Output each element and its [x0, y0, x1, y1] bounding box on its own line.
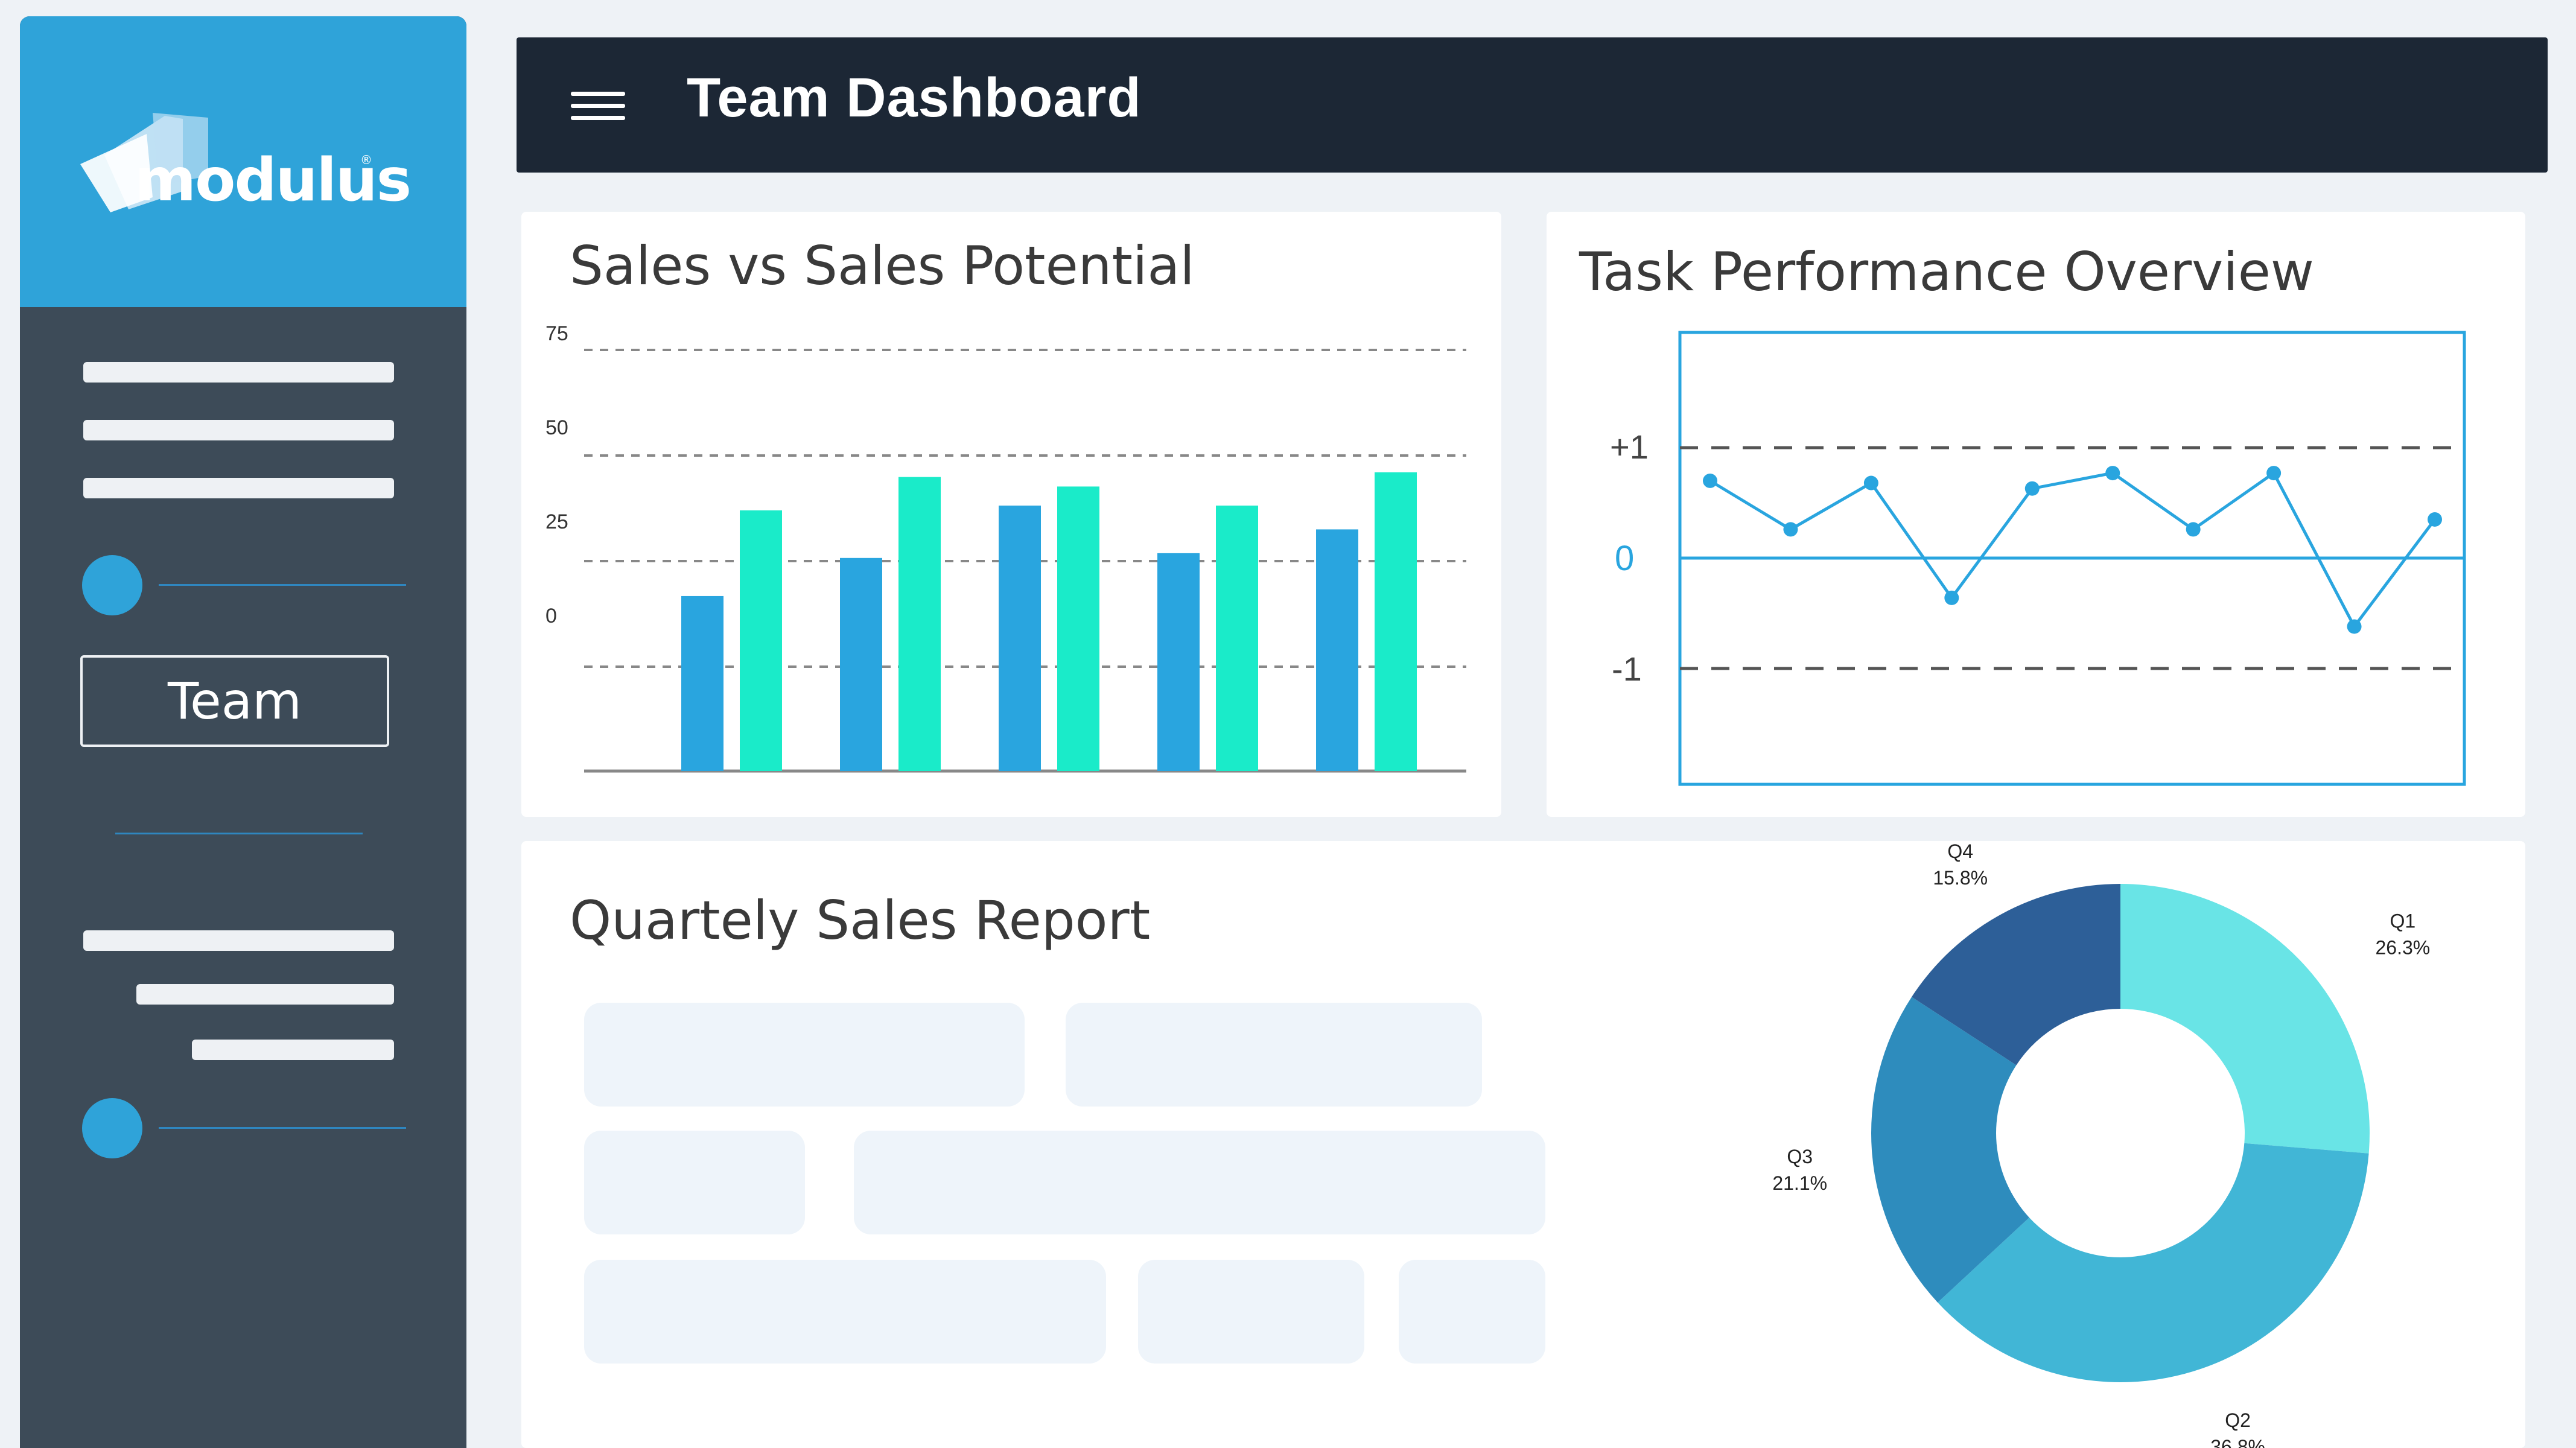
report-placeholder: [854, 1131, 1545, 1234]
donut-slice-q2: [1938, 1143, 2369, 1382]
data-point: [1863, 475, 1878, 491]
chart-title: Task Performance Overview: [1579, 241, 2314, 303]
data-point: [2347, 619, 2362, 634]
slice-label: Q2: [2225, 1409, 2251, 1431]
chart-title: Sales vs Sales Potential: [570, 235, 1195, 297]
series-line: [1709, 471, 2436, 630]
slice-value-label: 26.3%: [2375, 936, 2430, 958]
sidebar-dot[interactable]: [82, 555, 142, 615]
y-tick-label: 75: [545, 322, 568, 345]
logo-icon: [80, 113, 208, 212]
donut-slice-q4: [1912, 884, 2120, 1065]
y-tick-label: -1: [1612, 650, 1642, 688]
page-title: Team Dashboard: [687, 67, 1142, 129]
slice-value-label: 36.8%: [2210, 1436, 2265, 1448]
chart-title: Quartely Sales Report: [570, 889, 1151, 951]
y-tick-label: 50: [545, 416, 568, 439]
y-tick-label: 0: [1615, 539, 1634, 578]
report-placeholder: [1399, 1260, 1545, 1364]
data-point: [1783, 522, 1798, 537]
bar-potential: [740, 510, 782, 771]
sales-chart-card: Sales vs Sales Potential 75 50 25 0: [521, 212, 1501, 817]
bar-sales: [1157, 553, 1200, 771]
sidebar-divider: [159, 584, 406, 586]
hamburger-menu-icon[interactable]: [571, 92, 625, 121]
bar-sales: [999, 505, 1041, 771]
report-placeholder: [1066, 1003, 1482, 1107]
data-point: [2428, 512, 2442, 527]
sidebar-line[interactable]: [83, 420, 394, 440]
bar-chart: 75 50 25 0: [545, 322, 1466, 773]
donut-slice-q1: [2120, 884, 2370, 1154]
bar-potential: [898, 477, 941, 771]
data-point: [1703, 473, 1717, 488]
sidebar-dot[interactable]: [82, 1098, 142, 1158]
sidebar-line[interactable]: [83, 478, 394, 498]
logo-area: modulus ®: [20, 16, 466, 307]
donut-slice-q3: [1871, 997, 2029, 1303]
report-placeholder: [1138, 1260, 1364, 1364]
logo-wordmark: modulus: [135, 146, 412, 215]
data-point: [2024, 481, 2040, 496]
slice-label: Q1: [2390, 910, 2415, 932]
data-point: [2266, 466, 2282, 481]
bar-potential: [1057, 486, 1099, 771]
report-placeholder: [584, 1003, 1025, 1107]
bar-sales: [1316, 529, 1358, 771]
top-header: Team Dashboard: [517, 37, 2548, 173]
task-performance-card: Task Performance Overview +1 0 -1: [1547, 212, 2525, 817]
sidebar-line[interactable]: [136, 984, 394, 1005]
bar-potential: [1375, 472, 1417, 771]
sidebar: modulus ® Team: [20, 16, 466, 1448]
slice-value-label: 15.8%: [1933, 867, 1988, 889]
bar-potential: [1216, 505, 1258, 771]
y-tick-label: +1: [1610, 428, 1649, 466]
sidebar-line[interactable]: [192, 1040, 394, 1060]
sidebar-divider: [159, 1127, 406, 1129]
y-tick-label: 0: [545, 605, 557, 627]
bar-sales: [840, 557, 882, 771]
bar-sales: [681, 595, 724, 771]
y-tick-label: 25: [545, 510, 568, 533]
slice-label: Q4: [1947, 840, 1973, 862]
donut-chart: Q1 26.3% Q2 36.8% Q3 21.1% Q4 15.8%: [1772, 840, 2430, 1448]
sidebar-line[interactable]: [83, 930, 394, 951]
line-chart: +1 0 -1: [1610, 331, 2466, 786]
data-point: [2186, 522, 2201, 537]
sidebar-divider: [115, 833, 363, 834]
slice-value-label: 21.1%: [1772, 1172, 1827, 1194]
data-point: [1944, 590, 1959, 605]
slice-label: Q3: [1787, 1146, 1813, 1167]
registered-mark: ®: [360, 153, 372, 167]
data-point: [2105, 466, 2120, 481]
sidebar-line[interactable]: [83, 362, 394, 383]
report-placeholder: [584, 1131, 805, 1234]
report-placeholder: [584, 1260, 1106, 1364]
team-button[interactable]: Team: [80, 655, 389, 747]
